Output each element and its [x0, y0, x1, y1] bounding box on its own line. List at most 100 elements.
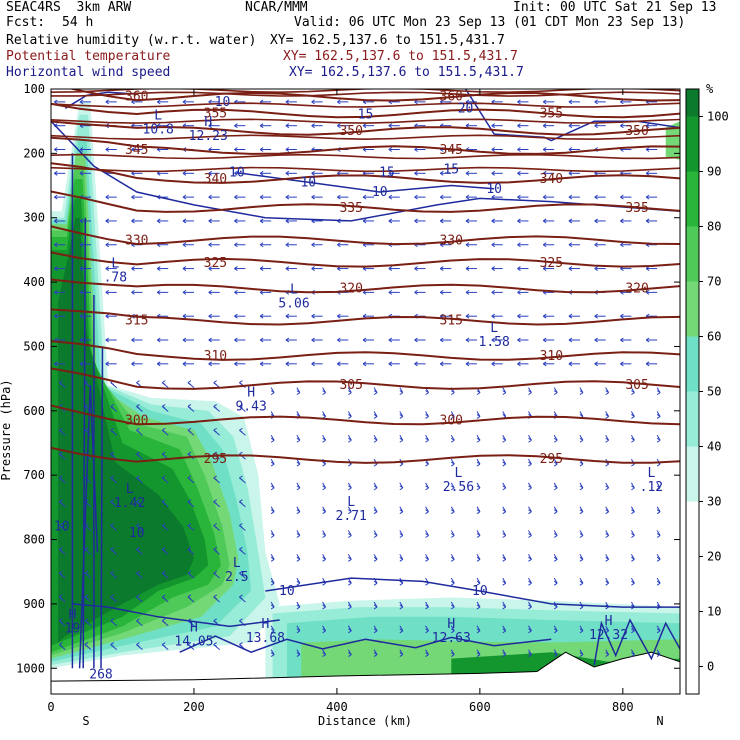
wind-extremum-value: 2.56	[443, 480, 474, 495]
wind-arrowhead	[285, 123, 290, 129]
wind-arrowhead	[110, 546, 115, 552]
wind-arrowhead	[161, 618, 166, 624]
wind-extremum-value: .78	[104, 271, 127, 286]
colorbar-tick-label: 0	[707, 660, 714, 674]
wind-arrowhead	[187, 427, 192, 433]
wind-arrowhead	[234, 123, 238, 129]
theta-contour-315	[51, 308, 680, 326]
theta-label: 325	[540, 256, 563, 271]
wind-arrowhead	[136, 475, 140, 481]
wind-extremum-value: 9.43	[235, 399, 266, 414]
theta-contour-upper	[51, 166, 680, 173]
wind-arrowhead	[259, 194, 264, 200]
wind-arrowhead	[656, 652, 661, 658]
theta-label: 345	[440, 143, 463, 158]
wind-arrowhead	[502, 556, 507, 562]
wind-arrowhead	[296, 437, 301, 443]
wind-arrowhead	[187, 594, 192, 600]
wind-arrowhead	[161, 451, 166, 457]
wind-arrowhead	[296, 580, 301, 586]
theta-contour-335	[51, 190, 680, 213]
wind-arrowhead	[105, 218, 110, 224]
wind-speed-contour	[72, 603, 280, 628]
wind-arrowhead	[136, 523, 140, 528]
wind-arrowhead	[259, 337, 264, 343]
wind-arrowhead	[208, 194, 212, 200]
theta-label: 295	[204, 452, 227, 467]
wind-arrowhead	[182, 242, 187, 248]
wind-arrowhead	[373, 652, 378, 658]
wind-arrowhead	[59, 475, 63, 481]
wind-contour-label: 10	[54, 520, 70, 535]
wind-arrowhead	[156, 266, 161, 271]
y-tick-label: 100	[23, 82, 45, 96]
wind-arrowhead	[631, 437, 635, 443]
wind-arrowhead	[476, 652, 481, 658]
wind-arrowhead	[208, 313, 212, 319]
wind-arrowhead	[348, 556, 352, 562]
wind-arrowhead	[568, 337, 573, 343]
rh-100-region	[58, 217, 194, 643]
wind-arrowhead	[605, 652, 609, 658]
wind-arrowhead	[337, 337, 341, 343]
wind-arrowhead	[517, 99, 521, 105]
wind-arrowhead	[542, 361, 547, 367]
wind-arrowhead	[182, 337, 187, 343]
wind-arrowhead	[259, 266, 264, 271]
wind-arrowhead	[348, 390, 352, 396]
wind-arrowhead	[399, 533, 404, 538]
wind-arrowhead	[439, 218, 444, 224]
wind-arrowhead	[414, 361, 418, 367]
wind-extremum-value: 12.23	[189, 129, 228, 144]
wind-arrowhead	[528, 556, 532, 562]
wind-arrowhead	[450, 509, 455, 515]
wind-arrowhead	[161, 642, 166, 648]
wind-arrowhead	[182, 289, 187, 295]
wind-arrowhead	[476, 604, 481, 610]
wind-arrowhead	[187, 404, 192, 409]
wind-extremum-value: 5.06	[278, 296, 309, 311]
wind-arrowhead	[213, 642, 217, 648]
wind-arrowhead	[79, 170, 84, 176]
wind-contour-label: 10	[279, 584, 295, 599]
wind-arrowhead	[187, 570, 192, 576]
wind-arrowhead	[620, 123, 624, 129]
wind-arrowhead	[579, 437, 584, 443]
wind-arrowhead	[542, 266, 547, 271]
y-tick-label: 1000	[16, 661, 45, 675]
wind-arrowhead	[322, 485, 326, 491]
wind-arrowhead	[579, 390, 584, 396]
wind-contour-label: 10	[486, 182, 502, 197]
wind-extremum-marker: H	[605, 614, 613, 629]
wind-arrowhead	[234, 170, 238, 176]
wind-arrowhead	[476, 556, 481, 562]
wind-arrowhead	[161, 499, 166, 505]
colorbar-tick-label: 80	[707, 220, 721, 234]
wind-arrowhead	[605, 580, 609, 586]
wind-arrowhead	[399, 390, 404, 396]
wind-arrowhead	[182, 266, 187, 271]
wind-arrowhead	[450, 533, 455, 538]
wind-arrowhead	[465, 194, 470, 200]
wind-arrowhead	[399, 437, 404, 443]
wind-arrowhead	[656, 509, 661, 515]
wind-arrowhead	[502, 509, 507, 515]
wind-arrowhead	[579, 556, 584, 562]
wind-arrowhead	[234, 337, 238, 343]
wind-speed-contour	[82, 217, 87, 669]
wind-arrowhead	[131, 289, 135, 295]
wind-arrowhead	[502, 652, 507, 658]
wind-arrowhead	[182, 361, 187, 367]
wind-arrowhead	[285, 361, 290, 367]
wind-arrowhead	[239, 380, 243, 386]
wind-arrowhead	[425, 414, 429, 419]
wind-arrowhead	[645, 361, 650, 367]
wind-arrowhead	[528, 652, 532, 658]
wind-arrowhead	[579, 533, 584, 538]
wind-arrowhead	[239, 594, 243, 600]
wind-arrowhead	[322, 556, 326, 562]
wind-arrowhead	[645, 337, 650, 343]
wind-arrowhead	[450, 556, 455, 562]
wind-arrowhead	[517, 313, 521, 319]
